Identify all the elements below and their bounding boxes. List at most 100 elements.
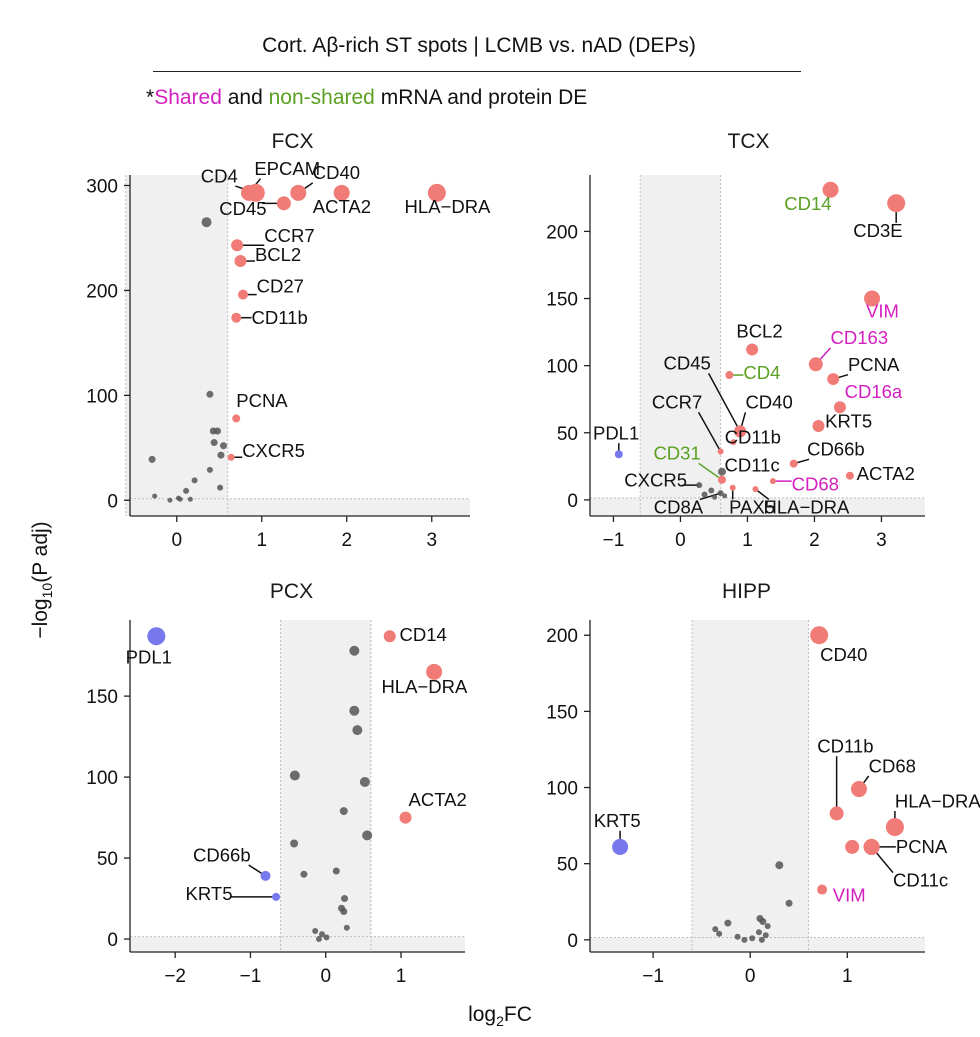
y-tick-label: 200: [546, 626, 578, 647]
point: [341, 895, 349, 903]
point: [708, 487, 715, 494]
gene-label-cd68: CD68: [792, 473, 839, 494]
point: [724, 919, 732, 927]
gene-label-cd68: CD68: [869, 755, 916, 776]
point-hla-dra: [885, 818, 904, 837]
x-tick-label: 0: [320, 966, 331, 987]
gene-label-hla-dra: HLA−DRA: [895, 790, 980, 811]
point-pdl1: [147, 627, 166, 646]
point-ccr7: [231, 239, 244, 252]
point-cd163: [808, 357, 823, 372]
point: [220, 442, 227, 450]
point-cd14: [822, 181, 839, 198]
subtitle-suffix: mRNA and protein DE: [374, 86, 588, 109]
gene-label-cd45: CD45: [663, 353, 710, 374]
gene-label-epcam: EPCAM: [254, 158, 320, 179]
y-tick-label: 300: [86, 176, 118, 197]
baseline-band: [130, 498, 470, 516]
gene-label-krt5: KRT5: [186, 883, 233, 904]
x-axis-label: log2FC: [468, 1003, 532, 1029]
label-leader-line: [697, 411, 722, 452]
point: [167, 497, 173, 503]
gene-label-cd11c: CD11c: [725, 455, 780, 476]
point-cd11c: [717, 467, 726, 476]
gene-label-cxcr5: CXCR5: [624, 469, 687, 490]
point: [206, 390, 214, 398]
point: [722, 493, 728, 499]
gene-label-cd40: CD40: [313, 162, 360, 183]
label-leader-line: [707, 373, 741, 432]
y-tick-label: 0: [107, 930, 118, 951]
point-pcna: [827, 373, 840, 386]
point-hla-dra: [427, 183, 446, 202]
figure-title: Cort. Aβ-rich ST spots | LCMB vs. nAD (D…: [262, 34, 696, 57]
point: [339, 807, 348, 816]
panel-title-pcx: PCX: [269, 580, 314, 603]
gene-label-cd40: CD40: [745, 392, 792, 413]
y-tick-label: 100: [546, 357, 578, 378]
significance-band: [640, 175, 721, 516]
point: [148, 455, 156, 463]
x-tick-label: 2: [341, 530, 352, 551]
significance-band: [280, 620, 371, 952]
gene-label-cd16a: CD16a: [845, 381, 903, 402]
x-tick-label: −1: [240, 966, 262, 987]
point-cd3e: [887, 194, 906, 213]
point-krt5: [812, 420, 825, 433]
point-bcl2: [746, 343, 759, 356]
gene-label-cd31: CD31: [653, 443, 700, 464]
x-axis-label-sub: 2: [496, 1013, 504, 1030]
point: [217, 484, 224, 491]
gene-label-cxcr5: CXCR5: [242, 440, 305, 461]
subtitle-shared: Shared: [154, 86, 222, 109]
point: [214, 427, 222, 435]
point: [206, 466, 213, 473]
panel-tcx: 0 50 100 150 200 −1 0 1 2 3 CD14 CD3E VIM BCL2 CD163 PC…: [546, 175, 925, 551]
gene-label-cd3e: CD3E: [853, 220, 902, 241]
point: [755, 929, 762, 936]
y-tick-label: 150: [86, 687, 118, 708]
point: [701, 491, 708, 498]
x-tick-label: 1: [256, 530, 267, 551]
point-cxcr5: [227, 453, 235, 461]
gene-label-cd66b: CD66b: [807, 439, 865, 460]
point-cd66b: [260, 870, 271, 881]
gene-label-cd40: CD40: [820, 644, 867, 665]
gene-label-pdl1: PDL1: [593, 422, 639, 443]
legend-subtitle: *Shared and non-shared mRNA and protein …: [146, 86, 587, 110]
point-epcam: [241, 184, 257, 201]
point: [362, 830, 373, 841]
point-vim: [817, 884, 828, 895]
gene-label-vim: VIM: [833, 885, 866, 906]
point-krt5: [272, 892, 281, 901]
gene-label-ccr7: CCR7: [264, 225, 314, 246]
label-leader-line: [698, 462, 723, 481]
point: [734, 933, 741, 940]
point: [785, 899, 793, 907]
point: [332, 867, 340, 875]
gene-label-acta2: ACTA2: [857, 463, 915, 484]
point: [152, 493, 158, 499]
x-tick-label: 0: [171, 530, 182, 551]
point-vim: [864, 290, 881, 307]
point-cd11b: [231, 312, 242, 323]
gene-label-bcl2: BCL2: [736, 320, 782, 341]
gene-label-cd14: CD14: [784, 193, 831, 214]
x-tick-label: −1: [603, 530, 625, 551]
point: [764, 923, 771, 930]
point-cd14: [383, 630, 396, 643]
gene-label-pax5: PAX5: [729, 496, 775, 517]
point-cd40: [734, 425, 747, 438]
point-acta2: [333, 184, 350, 201]
point: [775, 861, 784, 870]
point-krt5: [612, 838, 629, 855]
point: [741, 936, 748, 943]
point: [712, 494, 718, 500]
point-cd8a: [717, 490, 724, 497]
y-tick-label: 0: [107, 491, 118, 512]
gene-label-cd45: CD45: [219, 198, 266, 219]
point: [217, 451, 225, 459]
point-cd66b: [789, 459, 798, 468]
gene-label-bcl2: BCL2: [255, 244, 301, 265]
